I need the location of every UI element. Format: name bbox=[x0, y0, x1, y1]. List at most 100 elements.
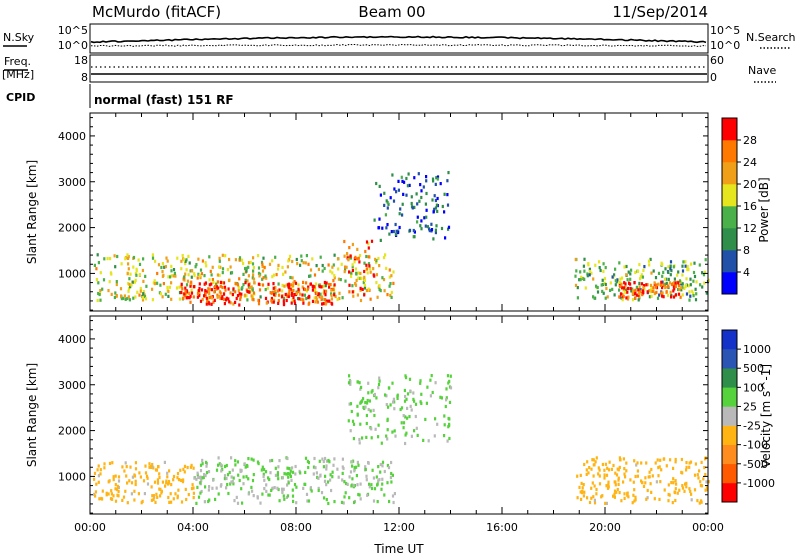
data-cell bbox=[348, 256, 351, 260]
data-cell bbox=[183, 275, 186, 279]
data-cell bbox=[654, 285, 657, 289]
data-cell bbox=[176, 476, 179, 480]
data-cell bbox=[653, 281, 656, 285]
data-cell bbox=[299, 263, 302, 267]
data-cell bbox=[226, 483, 229, 487]
data-cell bbox=[145, 284, 148, 288]
data-cell bbox=[210, 282, 213, 286]
data-cell bbox=[342, 501, 345, 505]
data-cell bbox=[270, 296, 273, 301]
data-cell bbox=[369, 409, 372, 413]
data-cell bbox=[243, 293, 247, 297]
data-cell bbox=[113, 254, 116, 258]
data-cell bbox=[127, 256, 130, 260]
data-cell bbox=[317, 488, 320, 493]
data-cell bbox=[381, 276, 384, 280]
data-cell bbox=[369, 270, 372, 274]
data-cell bbox=[445, 398, 448, 402]
data-cell bbox=[349, 380, 352, 384]
data-cell bbox=[375, 475, 378, 479]
data-cell bbox=[239, 297, 242, 302]
data-cell bbox=[356, 380, 359, 384]
data-cell bbox=[298, 297, 301, 301]
data-cell bbox=[616, 487, 619, 492]
data-cell bbox=[170, 500, 173, 504]
data-cell bbox=[142, 279, 145, 283]
data-cell bbox=[201, 462, 204, 466]
data-cell bbox=[688, 487, 691, 491]
data-cell bbox=[593, 296, 596, 300]
data-cell bbox=[99, 289, 102, 293]
data-cell bbox=[170, 281, 173, 285]
data-cell bbox=[613, 492, 616, 496]
data-cell bbox=[302, 298, 305, 302]
data-cell bbox=[657, 466, 660, 470]
data-cell bbox=[448, 422, 451, 426]
data-cell bbox=[170, 274, 173, 278]
data-cell bbox=[428, 229, 431, 233]
data-cell bbox=[117, 479, 121, 483]
data-cell bbox=[227, 278, 231, 283]
data-cell bbox=[329, 478, 332, 482]
data-cell bbox=[430, 228, 434, 232]
data-cell bbox=[111, 497, 114, 501]
data-cell bbox=[318, 459, 321, 463]
data-cell bbox=[277, 282, 280, 286]
data-cell bbox=[338, 296, 341, 301]
data-cell bbox=[172, 268, 176, 272]
data-cell bbox=[216, 280, 219, 284]
data-cell bbox=[97, 281, 100, 285]
data-cell bbox=[333, 274, 336, 278]
data-cell bbox=[180, 259, 183, 263]
data-cell bbox=[134, 482, 137, 487]
data-cell bbox=[226, 473, 230, 477]
data-cell bbox=[157, 263, 161, 267]
data-cell bbox=[185, 497, 188, 502]
data-cell bbox=[143, 295, 147, 299]
data-cell bbox=[407, 172, 410, 176]
data-cell bbox=[652, 286, 655, 290]
data-cell bbox=[289, 287, 292, 291]
data-cell bbox=[166, 475, 169, 479]
data-cell bbox=[110, 489, 113, 493]
data-cell bbox=[260, 260, 264, 264]
data-cell bbox=[166, 471, 169, 475]
data-cell bbox=[604, 462, 607, 466]
data-cell bbox=[253, 281, 256, 285]
data-cell bbox=[247, 477, 250, 481]
data-cell bbox=[389, 196, 392, 200]
colorbar-cell bbox=[722, 368, 737, 388]
data-cell bbox=[706, 487, 709, 492]
data-cell bbox=[667, 265, 670, 269]
data-cell bbox=[617, 468, 620, 472]
data-cell bbox=[396, 396, 399, 400]
data-cell bbox=[322, 459, 325, 464]
data-cell bbox=[246, 289, 249, 294]
data-cell bbox=[618, 261, 621, 265]
data-cell bbox=[592, 495, 595, 499]
data-cell bbox=[434, 206, 437, 210]
data-cell bbox=[336, 467, 339, 471]
data-cell bbox=[629, 272, 632, 276]
data-cell bbox=[190, 269, 193, 273]
data-cell bbox=[293, 293, 296, 297]
data-cell bbox=[134, 461, 137, 465]
data-cell bbox=[574, 274, 577, 278]
data-cell bbox=[578, 278, 581, 282]
data-cell bbox=[153, 480, 157, 484]
data-cell bbox=[232, 476, 235, 480]
data-cell bbox=[166, 285, 169, 289]
data-cell bbox=[96, 253, 99, 257]
data-cell bbox=[176, 494, 179, 498]
data-cell bbox=[360, 385, 363, 389]
data-cell bbox=[180, 282, 183, 286]
data-cell bbox=[398, 225, 401, 230]
data-cell bbox=[337, 277, 340, 281]
data-cell bbox=[591, 481, 594, 485]
data-cell bbox=[105, 493, 108, 497]
data-cell bbox=[332, 463, 335, 467]
data-cell bbox=[369, 267, 372, 271]
data-cell bbox=[354, 282, 357, 286]
data-cell bbox=[205, 290, 208, 294]
data-cell bbox=[170, 483, 173, 487]
